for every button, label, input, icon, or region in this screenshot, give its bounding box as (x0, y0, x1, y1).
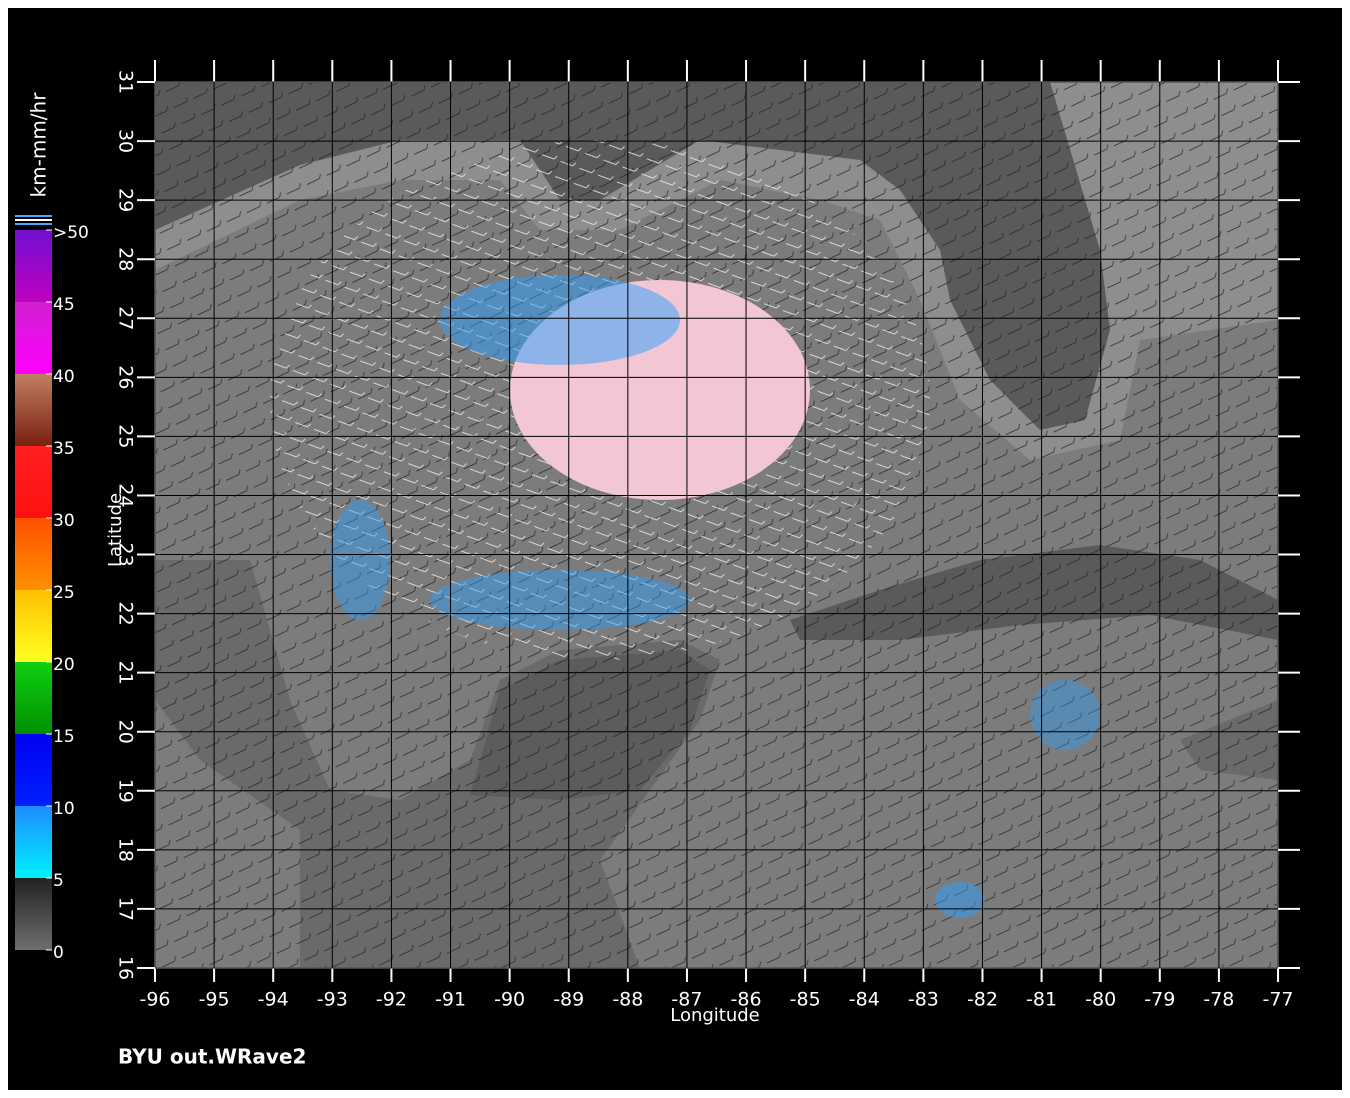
chart: Longitude Latitude km-mm/hr BYU out.WRav… (0, 0, 1350, 1098)
x-tick-label: -91 (435, 989, 466, 1011)
x-tick-label: -93 (317, 989, 348, 1011)
colorbar-segment (15, 806, 52, 878)
y-tick-label: 25 (115, 424, 137, 448)
colorbar-tick-label: 30 (53, 511, 75, 531)
colorbar-segment (15, 446, 52, 518)
colorbar-tick-label: 5 (53, 871, 64, 891)
x-tick-label: -88 (612, 989, 643, 1011)
y-tick-label: 16 (115, 956, 137, 980)
x-tick-label: -89 (553, 989, 584, 1011)
x-tick-label: -92 (376, 989, 407, 1011)
colorbar-segment (15, 230, 52, 302)
y-tick-label: 24 (115, 483, 137, 507)
rain-band (440, 275, 680, 365)
rain-band (330, 500, 390, 620)
map (155, 82, 1278, 968)
y-tick-label: 27 (115, 306, 137, 330)
footer: BYU out.WRave2 (118, 1045, 306, 1069)
x-tick-label: -90 (494, 989, 525, 1011)
x-tick-label: -79 (1144, 989, 1175, 1011)
colorbar-segment (15, 302, 52, 374)
x-tick-label: -85 (790, 989, 821, 1011)
x-tick-label: -95 (199, 989, 230, 1011)
x-tick-label: -78 (1203, 989, 1234, 1011)
y-tick-label: 17 (115, 897, 137, 921)
x-tick-label: -87 (671, 989, 702, 1011)
colorbar-segment (15, 662, 52, 734)
y-tick-label: 22 (115, 602, 137, 626)
x-tick-label: -94 (258, 989, 289, 1011)
colorbar-tick-label: >50 (53, 223, 89, 243)
y-tick-label: 20 (115, 720, 137, 744)
colorbar-segment (15, 374, 52, 446)
colorbar-title: km-mm/hr (27, 92, 51, 198)
colorbar-tick-label: 20 (53, 655, 75, 675)
y-tick-label: 23 (115, 542, 137, 566)
colorbar-tick-label: 15 (53, 727, 75, 747)
colorbar-tick-label: 0 (53, 943, 64, 963)
y-tick-label: 26 (115, 365, 137, 389)
y-tick-label: 29 (115, 188, 137, 212)
page: {"chart_data": {"type": "map", "xlabel":… (0, 0, 1350, 1098)
y-tick-label: 18 (115, 838, 137, 862)
colorbar-tick-label: 40 (53, 367, 75, 387)
y-tick-label: 19 (115, 779, 137, 803)
y-tick-label: 31 (115, 70, 137, 94)
x-tick-label: -84 (849, 989, 880, 1011)
colorbar-tick-label: 35 (53, 439, 75, 459)
colorbar-segment (15, 734, 52, 806)
colorbar-segment (15, 518, 52, 590)
x-tick-label: -80 (1085, 989, 1116, 1011)
y-tick-label: 21 (115, 661, 137, 685)
rain-band (430, 570, 690, 630)
colorbar-tick-label: 10 (53, 799, 75, 819)
x-tick-label: -86 (731, 989, 762, 1011)
colorbar-segment (15, 878, 52, 950)
rain-band (1030, 680, 1100, 750)
x-tick-label: -81 (1026, 989, 1057, 1011)
x-tick-label: -82 (967, 989, 998, 1011)
x-tick-label: -83 (908, 989, 939, 1011)
y-tick-label: 28 (115, 247, 137, 271)
x-tick-label: -77 (1262, 989, 1293, 1011)
colorbar-segment (15, 590, 52, 662)
y-tick-label: 30 (115, 129, 137, 153)
x-tick-label: -96 (139, 989, 170, 1011)
rain-band (935, 882, 985, 918)
colorbar-tick-label: 45 (53, 295, 75, 315)
colorbar-tick-label: 25 (53, 583, 75, 603)
